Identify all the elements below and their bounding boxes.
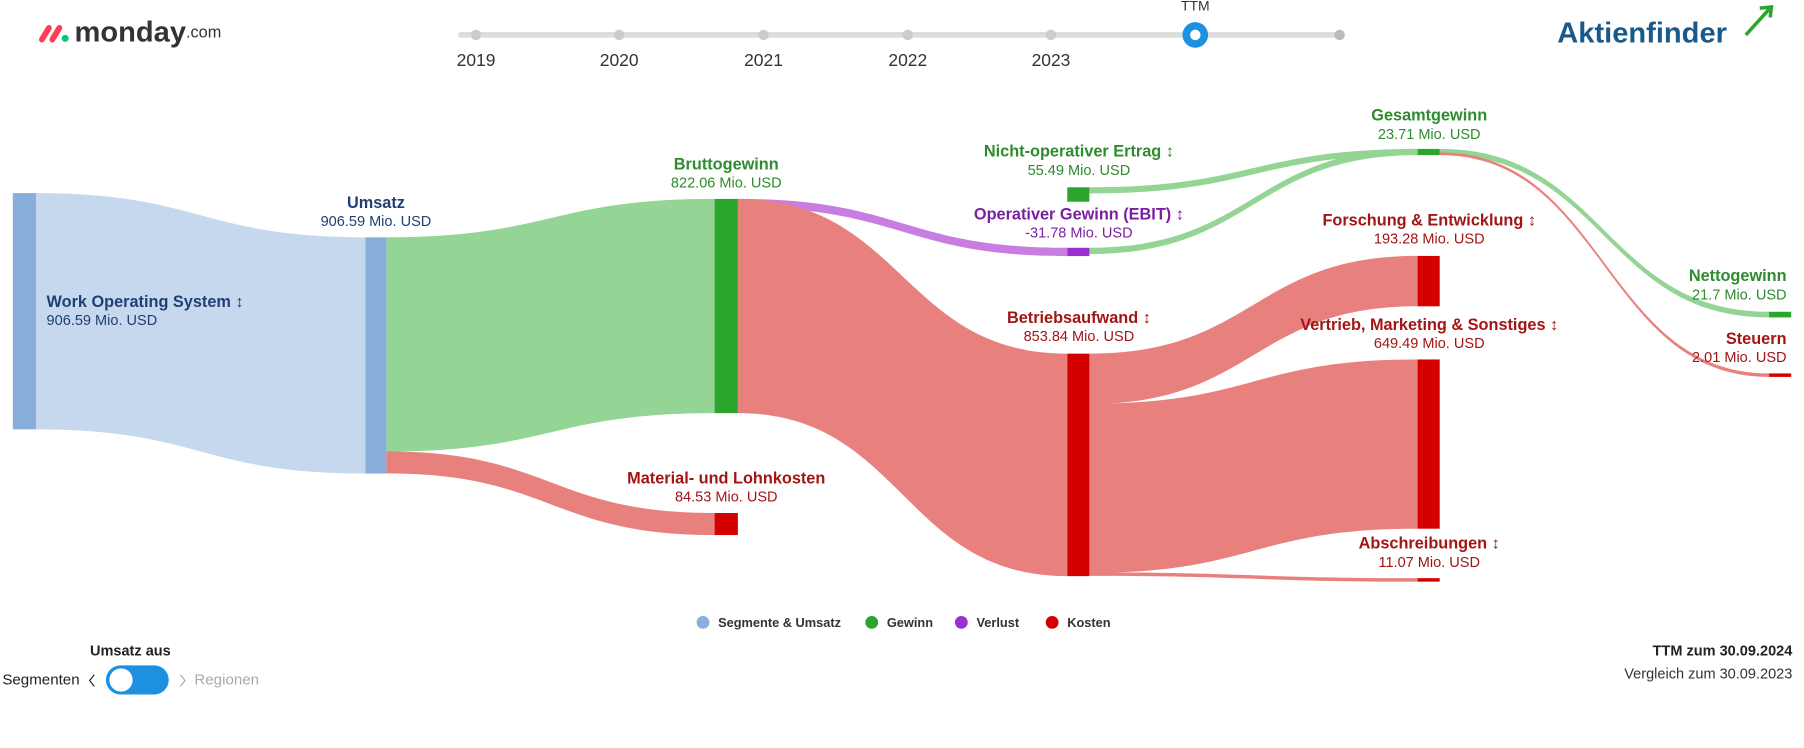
timeline[interactable]: 2019 2020 2021 2022 2023 TTM: [457, 0, 1345, 70]
node-value: 2.01 Mio. USD: [1692, 350, 1787, 366]
node-name: Operativer Gewinn (EBIT) ↕: [974, 206, 1184, 224]
node-value: 84.53 Mio. USD: [675, 490, 778, 506]
node-value: 23.71 Mio. USD: [1378, 127, 1481, 143]
node[interactable]: [1417, 578, 1440, 582]
timeline-dot[interactable]: [1334, 29, 1345, 41]
timeline-label[interactable]: 2020: [600, 50, 639, 70]
node-name: Material- und Lohnkosten: [627, 470, 825, 488]
timeline-dot[interactable]: [758, 29, 769, 41]
timeline-label[interactable]: 2023: [1032, 50, 1071, 70]
comparison: Vergleich zum 30.09.2023: [1624, 667, 1792, 683]
node-value: 193.28 Mio. USD: [1374, 231, 1485, 247]
link[interactable]: [1089, 572, 1418, 582]
node[interactable]: [1769, 373, 1792, 377]
node-name: Bruttogewinn: [674, 155, 779, 173]
legend-label[interactable]: Verlust: [976, 615, 1019, 630]
node-name: Nettogewinn: [1689, 267, 1787, 285]
legend-marker[interactable]: [954, 615, 968, 629]
timeline-label[interactable]: TTM: [1181, 0, 1210, 14]
link[interactable]: [737, 198, 1068, 257]
node-value: 822.06 Mio. USD: [671, 176, 782, 192]
node-name: Umsatz: [347, 194, 405, 212]
node[interactable]: [1067, 353, 1090, 577]
logo: monday.com: [38, 16, 221, 48]
node-value: 906.59 Mio. USD: [321, 214, 432, 230]
node-name: Work Operating System ↕: [47, 293, 244, 311]
timeline-label[interactable]: 2022: [888, 50, 927, 70]
legend-marker[interactable]: [696, 615, 710, 629]
timeline-dot[interactable]: [1045, 29, 1057, 41]
node[interactable]: [1769, 311, 1792, 318]
node-name: Betriebsaufwand ↕: [1007, 309, 1151, 327]
node-value: -31.78 Mio. USD: [1025, 226, 1132, 242]
logo-icon: [38, 25, 63, 43]
toggle-left[interactable]: Segmenten: [2, 672, 79, 689]
node-name: Abschreibungen ↕: [1359, 535, 1500, 553]
chevron-left: [88, 674, 95, 687]
node[interactable]: [1067, 247, 1090, 257]
chevron-right: [179, 674, 186, 687]
timeline-dot[interactable]: [470, 29, 482, 41]
toggle-title: Umsatz aus: [90, 643, 171, 659]
logo-dot: [61, 34, 69, 42]
link[interactable]: [1089, 255, 1418, 405]
nodes: Work Operating System ↕ 906.59 Mio. USD Um…: [12, 107, 1792, 582]
node[interactable]: [365, 237, 387, 474]
timeline-label[interactable]: 2021: [744, 50, 783, 70]
timeline-dot[interactable]: [613, 29, 625, 41]
logo-text: monday.com: [74, 16, 221, 48]
node[interactable]: [12, 193, 37, 430]
link[interactable]: [386, 451, 715, 536]
logo-name: monday: [74, 16, 186, 48]
timeline-label[interactable]: 2019: [457, 50, 496, 70]
link[interactable]: [1439, 152, 1770, 377]
node[interactable]: [1417, 255, 1440, 307]
link[interactable]: [386, 198, 715, 452]
date: TTM zum 30.09.2024: [1653, 643, 1793, 659]
brand: Aktienfinder: [1557, 18, 1727, 50]
link[interactable]: [737, 198, 1068, 577]
legend-label[interactable]: Kosten: [1067, 615, 1111, 630]
brand-arrow: [1744, 5, 1774, 37]
legend-label[interactable]: Gewinn: [887, 615, 933, 630]
node-name: Steuern: [1726, 330, 1787, 348]
node-value: 21.7 Mio. USD: [1692, 287, 1787, 303]
timeline-selected-inner: [1190, 29, 1201, 41]
legend-marker[interactable]: [1045, 615, 1059, 629]
link[interactable]: [36, 193, 366, 474]
links: [36, 148, 1770, 582]
node[interactable]: [1067, 187, 1090, 202]
node[interactable]: [714, 513, 738, 536]
logo-suffix: .com: [186, 24, 221, 42]
node[interactable]: [714, 198, 738, 414]
link[interactable]: [1089, 148, 1418, 194]
legend-label[interactable]: Segmente & Umsatz: [718, 615, 841, 630]
node[interactable]: [1417, 359, 1440, 529]
node-value: 649.49 Mio. USD: [1374, 336, 1485, 352]
toggle-right[interactable]: Regionen: [194, 672, 259, 689]
node-name: Vertrieb, Marketing & Sonstiges ↕: [1300, 316, 1558, 334]
link[interactable]: [1089, 359, 1418, 573]
node-value: 906.59 Mio. USD: [47, 313, 158, 329]
link[interactable]: [1439, 148, 1770, 318]
node-name: Nicht-operativer Ertrag ↕: [984, 143, 1174, 161]
node[interactable]: [1417, 148, 1440, 156]
node-value: 55.49 Mio. USD: [1028, 163, 1131, 179]
node-value: 11.07 Mio. USD: [1378, 555, 1480, 571]
legend-marker[interactable]: [865, 615, 879, 629]
link[interactable]: [1089, 148, 1418, 254]
node-name: Gesamtgewinn: [1371, 107, 1487, 125]
timeline-dot[interactable]: [902, 29, 914, 41]
node-name: Forschung & Entwicklung ↕: [1322, 211, 1536, 229]
toggle-knob: [109, 668, 133, 692]
legend: Segmente & Umsatz Gewinn Verlust Kosten: [696, 615, 1111, 630]
node-value: 853.84 Mio. USD: [1024, 329, 1135, 345]
